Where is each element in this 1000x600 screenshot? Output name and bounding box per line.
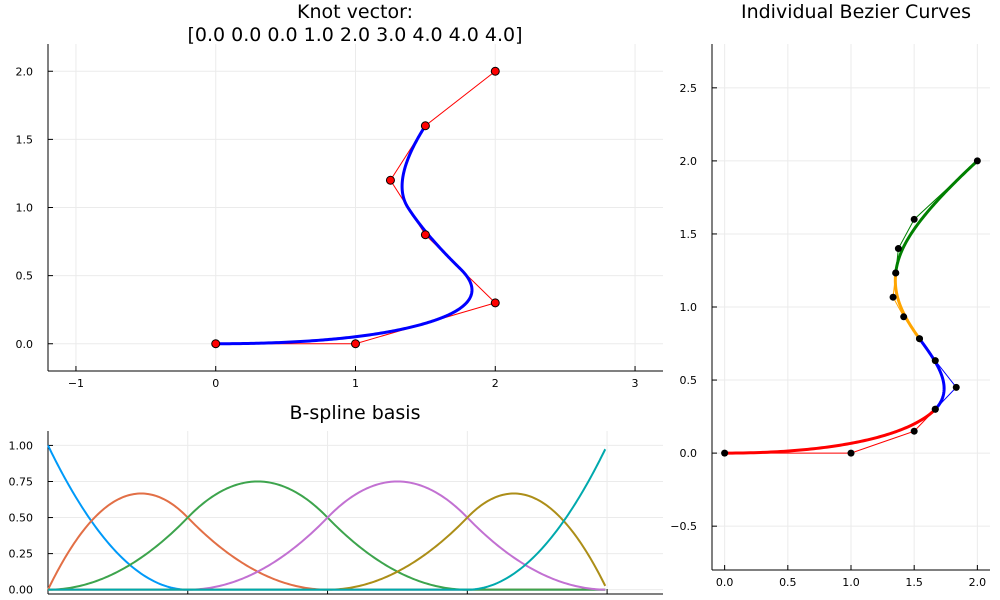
bezier-control-point-marker [889,293,897,301]
bezier-control-point-marker [910,427,918,435]
y-tick-label: 0.5 [16,270,34,283]
bezier-segment-curve [894,159,979,274]
control-point-marker [211,339,221,349]
y-tick-label: 0.00 [9,584,34,597]
control-point-marker [420,121,430,131]
bspline-ticks: −1 0 1 2 3 0.0 0.5 1.0 1.5 2.0 [16,65,639,390]
control-point-marker [490,298,500,308]
y-tick-label: 0.50 [9,512,34,525]
y-tick-label: 0.5 [680,374,698,387]
basis-function-line [47,492,606,591]
x-tick-label: 1.5 [905,576,923,589]
y-tick-label: 0.0 [16,338,34,351]
basis-plot [47,444,607,591]
x-tick-label: 1 [352,377,359,390]
y-tick-label: 1.5 [16,133,34,146]
bezier-control-point-marker [721,449,729,457]
bspline-plot [211,66,500,349]
bezier-panel: Individual Bezier Curves 0.0 0.5 1.0 1.5 2.0… [670,1,990,589]
bezier-segment-curve [918,337,946,411]
bezier-control-polygon [919,338,957,410]
bspline-curve [215,124,474,346]
y-tick-label: −0.5 [670,520,697,533]
bezier-plot [721,157,981,457]
y-tick-label: 1.5 [680,228,698,241]
bezier-control-point-marker [952,383,960,391]
x-tick-label: 1.0 [842,576,860,589]
bspline-grid [48,44,663,371]
y-tick-label: 2.0 [680,155,698,168]
y-tick-label: 0.25 [9,548,34,561]
bspline-title-line-1: Knot vector: [297,1,413,23]
bezier-control-point-marker [915,335,923,343]
y-tick-label: 2.0 [16,65,34,78]
x-tick-label: 0.5 [779,576,797,589]
bezier-control-point-marker [931,357,939,365]
bezier-segment-curve [724,408,937,455]
x-tick-label: 3 [632,377,639,390]
bezier-segment-curve [893,272,921,340]
basis-function-line [48,480,606,591]
y-tick-label: 0.75 [9,475,34,488]
basis-function-line [48,448,607,591]
x-tick-label: 2 [492,377,499,390]
bezier-ticks: 0.0 0.5 1.0 1.5 2.0 −0.5 0.0 0.5 1.0 1.5 2.0 2.5 [670,82,986,589]
bezier-control-point-marker [847,449,855,457]
bezier-control-point-marker [900,313,908,321]
y-tick-label: 1.0 [680,301,698,314]
y-tick-label: 1.0 [16,202,34,215]
x-tick-label: −1 [68,377,84,390]
basis-ticks: 0.00 0.25 0.50 0.75 1.00 [9,439,608,597]
control-point-marker [420,230,430,240]
bspline-panel: Knot vector: [0.0 0.0 0.0 1.0 2.0 3.0 4.… [16,1,663,390]
basis-title: B-spline basis [290,402,421,424]
control-point-marker [385,175,395,185]
bezier-control-polygon [895,160,978,274]
bezier-control-polygon [892,272,920,339]
bezier-control-point-marker [910,215,918,223]
basis-function-line [48,492,607,591]
x-tick-label: 0.0 [716,576,734,589]
bezier-grid [712,44,990,570]
bezier-control-polygon [724,408,936,454]
y-tick-label: 1.00 [9,439,34,452]
y-tick-label: 0.0 [680,447,698,460]
bezier-control-point-marker [931,405,939,413]
basis-panel: B-spline basis 0.00 0.25 0.50 0.75 1.00 [9,402,663,597]
control-point-marker [351,339,360,349]
x-tick-label: 0 [212,377,219,390]
bspline-title-line-2: [0.0 0.0 0.0 1.0 2.0 3.0 4.0 4.0 4.0] [187,24,522,46]
y-tick-label: 2.5 [680,82,698,95]
x-tick-label: 2.0 [969,576,987,589]
bezier-control-point-marker [892,269,900,277]
bezier-control-point-marker [973,157,981,165]
bezier-control-point-marker [894,245,902,253]
basis-function-line [47,480,606,591]
control-point-marker [490,66,500,76]
bezier-title: Individual Bezier Curves [741,1,971,23]
